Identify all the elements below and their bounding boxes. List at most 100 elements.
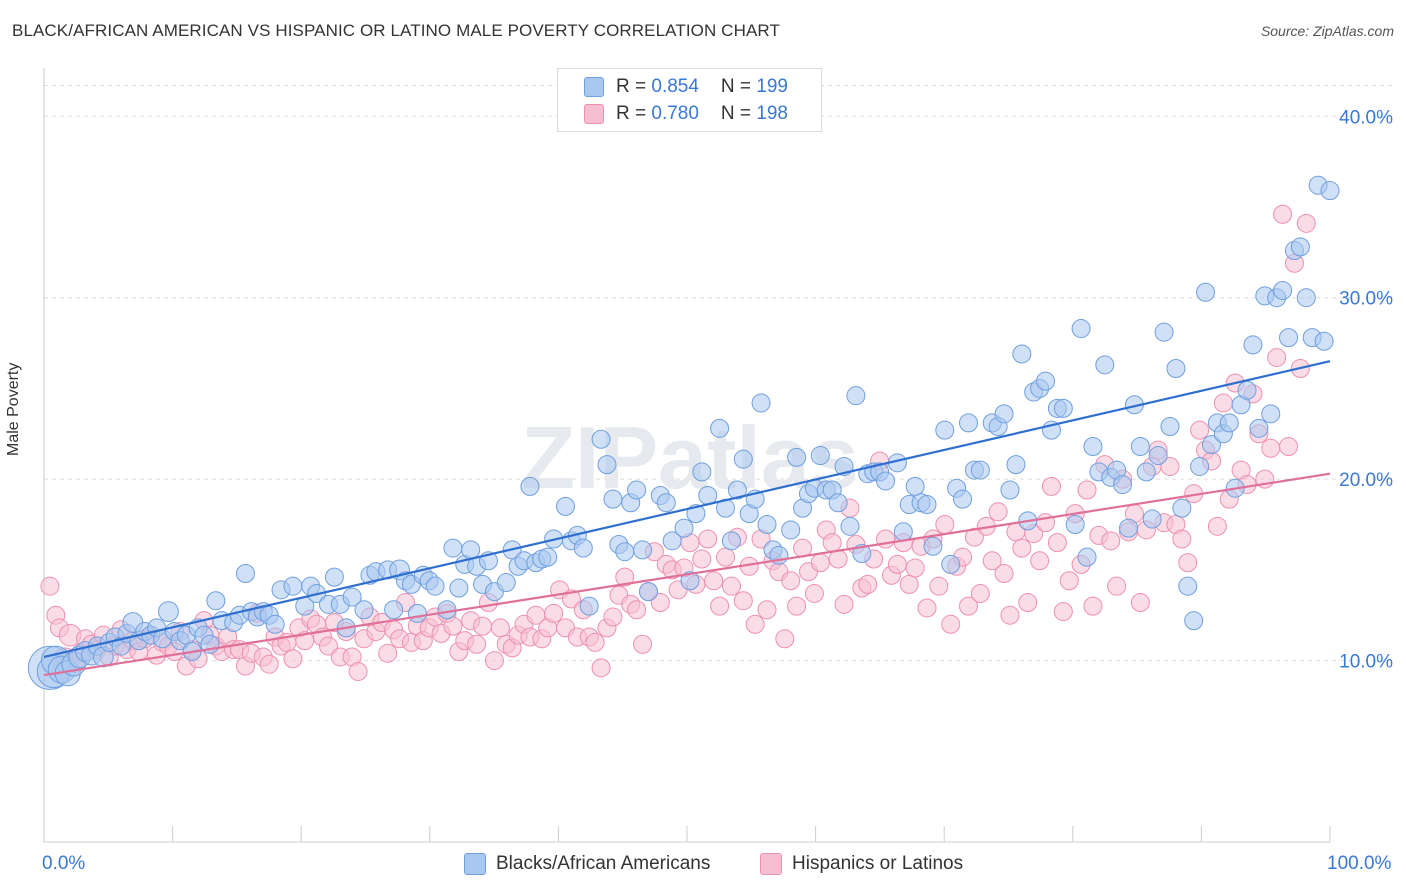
black-point bbox=[846, 386, 866, 406]
black-point bbox=[158, 601, 179, 622]
blue-swatch bbox=[464, 853, 486, 875]
black-point bbox=[520, 476, 540, 496]
black-point bbox=[1148, 446, 1168, 466]
hispanic-point bbox=[40, 576, 60, 596]
hispanic-point bbox=[1207, 516, 1227, 536]
hispanic-point bbox=[1279, 436, 1299, 456]
hispanic-point bbox=[1296, 213, 1316, 233]
pink-swatch bbox=[584, 104, 604, 124]
hispanic-point bbox=[650, 593, 670, 613]
black-point bbox=[958, 413, 978, 433]
black-point bbox=[556, 496, 576, 516]
hispanic-point bbox=[1059, 571, 1079, 591]
black-point bbox=[876, 471, 896, 491]
black-point bbox=[1012, 344, 1032, 364]
r-label: R = bbox=[616, 76, 652, 97]
hispanic-point bbox=[591, 658, 611, 678]
r-label: R = bbox=[616, 103, 652, 124]
black-point bbox=[656, 493, 676, 513]
hispanic-point bbox=[1107, 576, 1127, 596]
legend-label: Hispanics or Latinos bbox=[792, 853, 964, 874]
hispanic-point bbox=[733, 591, 753, 611]
hispanic-point bbox=[970, 583, 990, 603]
hispanic-point bbox=[1261, 438, 1281, 458]
black-point bbox=[1296, 288, 1316, 308]
black-point bbox=[1196, 282, 1216, 302]
hispanic-point bbox=[561, 589, 581, 609]
black-point bbox=[1119, 518, 1139, 538]
hispanic-point bbox=[781, 571, 801, 591]
hispanic-point bbox=[1012, 538, 1032, 558]
hispanic-point bbox=[1083, 596, 1103, 616]
hispanic-point bbox=[905, 558, 925, 578]
black-point bbox=[597, 455, 617, 475]
black-point bbox=[437, 600, 457, 620]
y-tick-label: 20.0% bbox=[1339, 470, 1393, 491]
legend-label: Blacks/African Americans bbox=[496, 853, 711, 874]
black-point bbox=[324, 567, 344, 587]
hispanic-point bbox=[917, 598, 937, 618]
black-point bbox=[1290, 237, 1310, 257]
hispanic-point bbox=[1160, 456, 1180, 476]
black-point bbox=[1314, 331, 1334, 351]
n-label: N = bbox=[720, 103, 757, 124]
hispanic-point bbox=[633, 634, 653, 654]
black-point bbox=[1000, 480, 1020, 500]
black-point bbox=[1036, 371, 1056, 391]
hispanic-point bbox=[467, 634, 487, 654]
hispanic-point bbox=[1190, 420, 1210, 440]
pink-swatch bbox=[760, 853, 782, 875]
hispanic-point bbox=[929, 576, 949, 596]
black-point bbox=[235, 563, 255, 583]
black-point bbox=[1237, 380, 1257, 400]
black-point bbox=[1261, 404, 1281, 424]
hispanic-point bbox=[1030, 551, 1050, 571]
black-point bbox=[1172, 498, 1192, 518]
black-point bbox=[615, 542, 635, 562]
black-point bbox=[1219, 413, 1239, 433]
black-point bbox=[1166, 358, 1186, 378]
hispanic-point bbox=[473, 616, 493, 636]
source-note: Source: ZipAtlas.com bbox=[1260, 23, 1394, 39]
hispanic-point bbox=[1000, 605, 1020, 625]
black-points bbox=[27, 175, 1340, 690]
black-point bbox=[425, 576, 445, 596]
black-point bbox=[638, 582, 658, 602]
black-point bbox=[680, 571, 700, 591]
black-point bbox=[721, 531, 741, 551]
hispanic-point bbox=[775, 629, 795, 649]
hispanic-point bbox=[935, 515, 955, 534]
black-point bbox=[757, 515, 777, 534]
black-point bbox=[953, 489, 973, 509]
hispanic-point bbox=[982, 551, 1002, 571]
black-point bbox=[1130, 436, 1150, 456]
hispanic-point bbox=[704, 571, 724, 591]
y-tick-label: 40.0% bbox=[1339, 107, 1393, 128]
hispanic-point bbox=[698, 529, 718, 549]
hispanic-point bbox=[1178, 553, 1198, 573]
black-point bbox=[573, 538, 593, 558]
black-point bbox=[1136, 462, 1156, 482]
black-point bbox=[810, 446, 830, 466]
black-point bbox=[579, 596, 599, 616]
n-label: N = bbox=[720, 76, 757, 97]
black-point bbox=[840, 516, 860, 536]
hispanic-point bbox=[958, 596, 978, 616]
hispanic-point bbox=[988, 502, 1008, 522]
hispanic-point bbox=[858, 574, 878, 594]
correlation-legend: R = 0.854 N = 199 R = 0.780 N = 198 bbox=[557, 68, 822, 132]
black-point bbox=[710, 418, 730, 438]
hispanic-point bbox=[822, 533, 842, 553]
black-point bbox=[751, 393, 771, 413]
black-point bbox=[407, 603, 427, 623]
black-point bbox=[733, 449, 753, 469]
hispanic-point bbox=[692, 549, 712, 569]
black-point bbox=[852, 544, 872, 564]
black-point bbox=[1154, 322, 1174, 342]
black-point bbox=[538, 547, 558, 567]
black-point bbox=[935, 420, 955, 440]
black-point bbox=[1065, 515, 1085, 534]
hispanic-point bbox=[259, 654, 279, 674]
hispanic-point bbox=[716, 547, 736, 567]
